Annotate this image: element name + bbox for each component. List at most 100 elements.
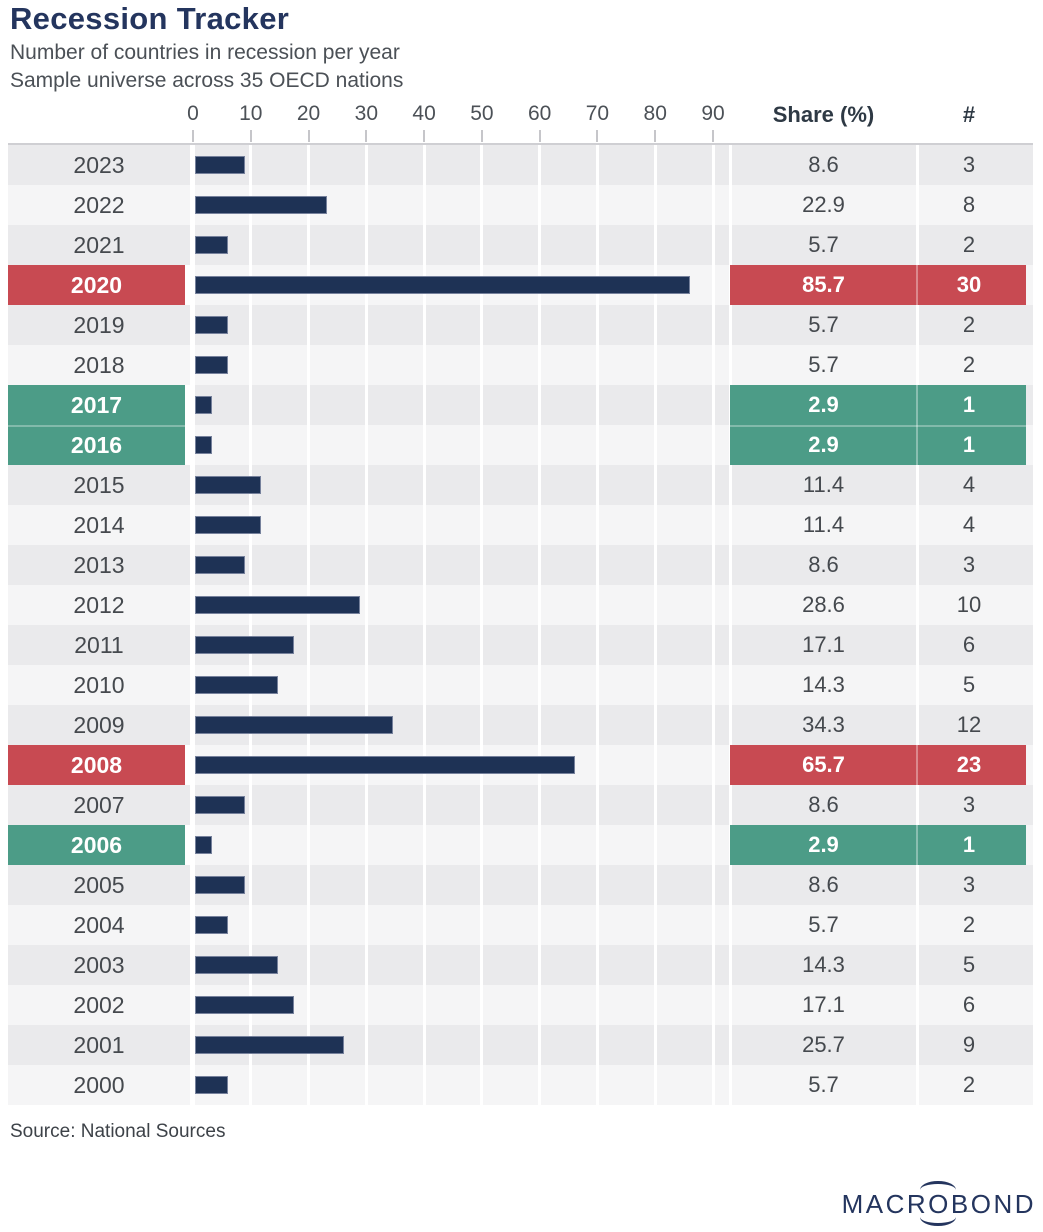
gridline	[915, 505, 919, 545]
gridline	[538, 385, 542, 425]
gridline	[915, 465, 919, 505]
share-value: 11.4	[802, 512, 845, 537]
gridline	[422, 545, 426, 585]
table-row: 2002 17.1 6	[8, 985, 1033, 1025]
gridline	[422, 865, 426, 905]
gridline	[595, 825, 599, 865]
gridline	[193, 905, 195, 945]
gridline	[595, 465, 599, 505]
gridline	[711, 745, 715, 785]
gridline	[653, 505, 657, 545]
bar	[195, 996, 294, 1014]
bar-track: 11.4 4	[193, 465, 1033, 505]
gridline	[364, 225, 368, 265]
bar-track: 22.9 8	[193, 185, 1033, 225]
gridline	[193, 865, 195, 905]
gridline	[728, 225, 732, 265]
gridline	[422, 905, 426, 945]
logo-text-post: BOND	[950, 1189, 1036, 1219]
bar	[195, 876, 245, 894]
gridline	[915, 665, 919, 705]
count-value: 10	[956, 592, 982, 617]
gridline	[193, 545, 195, 585]
gridline	[653, 985, 657, 1025]
gridline	[364, 505, 368, 545]
axis-tick-mark	[423, 130, 426, 142]
gridline	[595, 745, 599, 785]
gridline	[728, 545, 732, 585]
axis-tick-mark	[365, 130, 368, 142]
gridline	[364, 825, 368, 865]
gridline	[193, 665, 195, 705]
highlight-box	[730, 825, 1026, 865]
gridline	[422, 465, 426, 505]
gridline	[595, 225, 599, 265]
bar-track: 8.6 3	[193, 785, 1033, 825]
count-value: 4	[962, 512, 976, 537]
gridline	[480, 505, 484, 545]
bar	[195, 236, 228, 254]
bar-track: 8.6 3	[193, 145, 1033, 185]
count-value: 3	[962, 872, 976, 897]
gridline	[728, 985, 732, 1025]
gridline	[193, 745, 195, 785]
gridline	[193, 1065, 195, 1105]
year-label: 2005	[8, 865, 190, 905]
count-value: 8	[962, 192, 976, 217]
bar-track: 28.6 10	[193, 585, 1033, 625]
bar-track: 5.7 2	[193, 225, 1033, 265]
gridline	[653, 1025, 657, 1065]
gridline	[307, 905, 311, 945]
axis-tick-label: 70	[585, 102, 610, 125]
gridline	[595, 305, 599, 345]
gridline	[422, 385, 426, 425]
gridline	[595, 785, 599, 825]
gridline	[538, 1025, 542, 1065]
gridline	[538, 1065, 542, 1105]
share-value: 22.9	[802, 192, 845, 217]
gridline	[711, 825, 715, 865]
bar-track: 17.1 6	[193, 985, 1033, 1025]
table-row: 2021 5.7 2	[8, 225, 1033, 265]
gridline	[538, 585, 542, 625]
gridline	[249, 145, 253, 185]
gridline	[728, 305, 732, 345]
gridline	[307, 665, 311, 705]
gridline	[915, 705, 919, 745]
gridline	[711, 785, 715, 825]
table-row: 2007 8.6 3	[8, 785, 1033, 825]
gridline	[480, 705, 484, 745]
gridline	[595, 185, 599, 225]
gridline	[728, 625, 732, 665]
year-label: 2015	[8, 465, 190, 505]
gridline	[364, 1065, 368, 1105]
gridline	[193, 345, 195, 385]
share-value: 5.7	[808, 312, 839, 337]
year-label: 2017	[8, 385, 185, 425]
bar	[195, 676, 278, 694]
gridline	[480, 1025, 484, 1065]
macrobond-logo: MACROBOND	[842, 1181, 1036, 1226]
gridline	[422, 945, 426, 985]
bar-track: 14.3 5	[193, 945, 1033, 985]
gridline	[653, 465, 657, 505]
gridline	[711, 185, 715, 225]
count-value: 3	[962, 552, 976, 577]
gridline	[307, 945, 311, 985]
gridline	[193, 385, 195, 425]
gridline	[915, 305, 919, 345]
bar-track: 34.3 12	[193, 705, 1033, 745]
bar	[195, 436, 212, 454]
gridline	[595, 585, 599, 625]
highlight-box	[730, 385, 1026, 425]
bar-track: 5.7 2	[193, 905, 1033, 945]
gridline	[480, 185, 484, 225]
gridline	[915, 585, 919, 625]
gridline	[653, 425, 657, 465]
count-value: 1	[962, 432, 976, 457]
share-value: 2.9	[808, 432, 839, 457]
gridline	[307, 465, 311, 505]
table-row: 2000 5.7 2	[8, 1065, 1033, 1105]
gridline	[915, 945, 919, 985]
bar	[195, 636, 294, 654]
